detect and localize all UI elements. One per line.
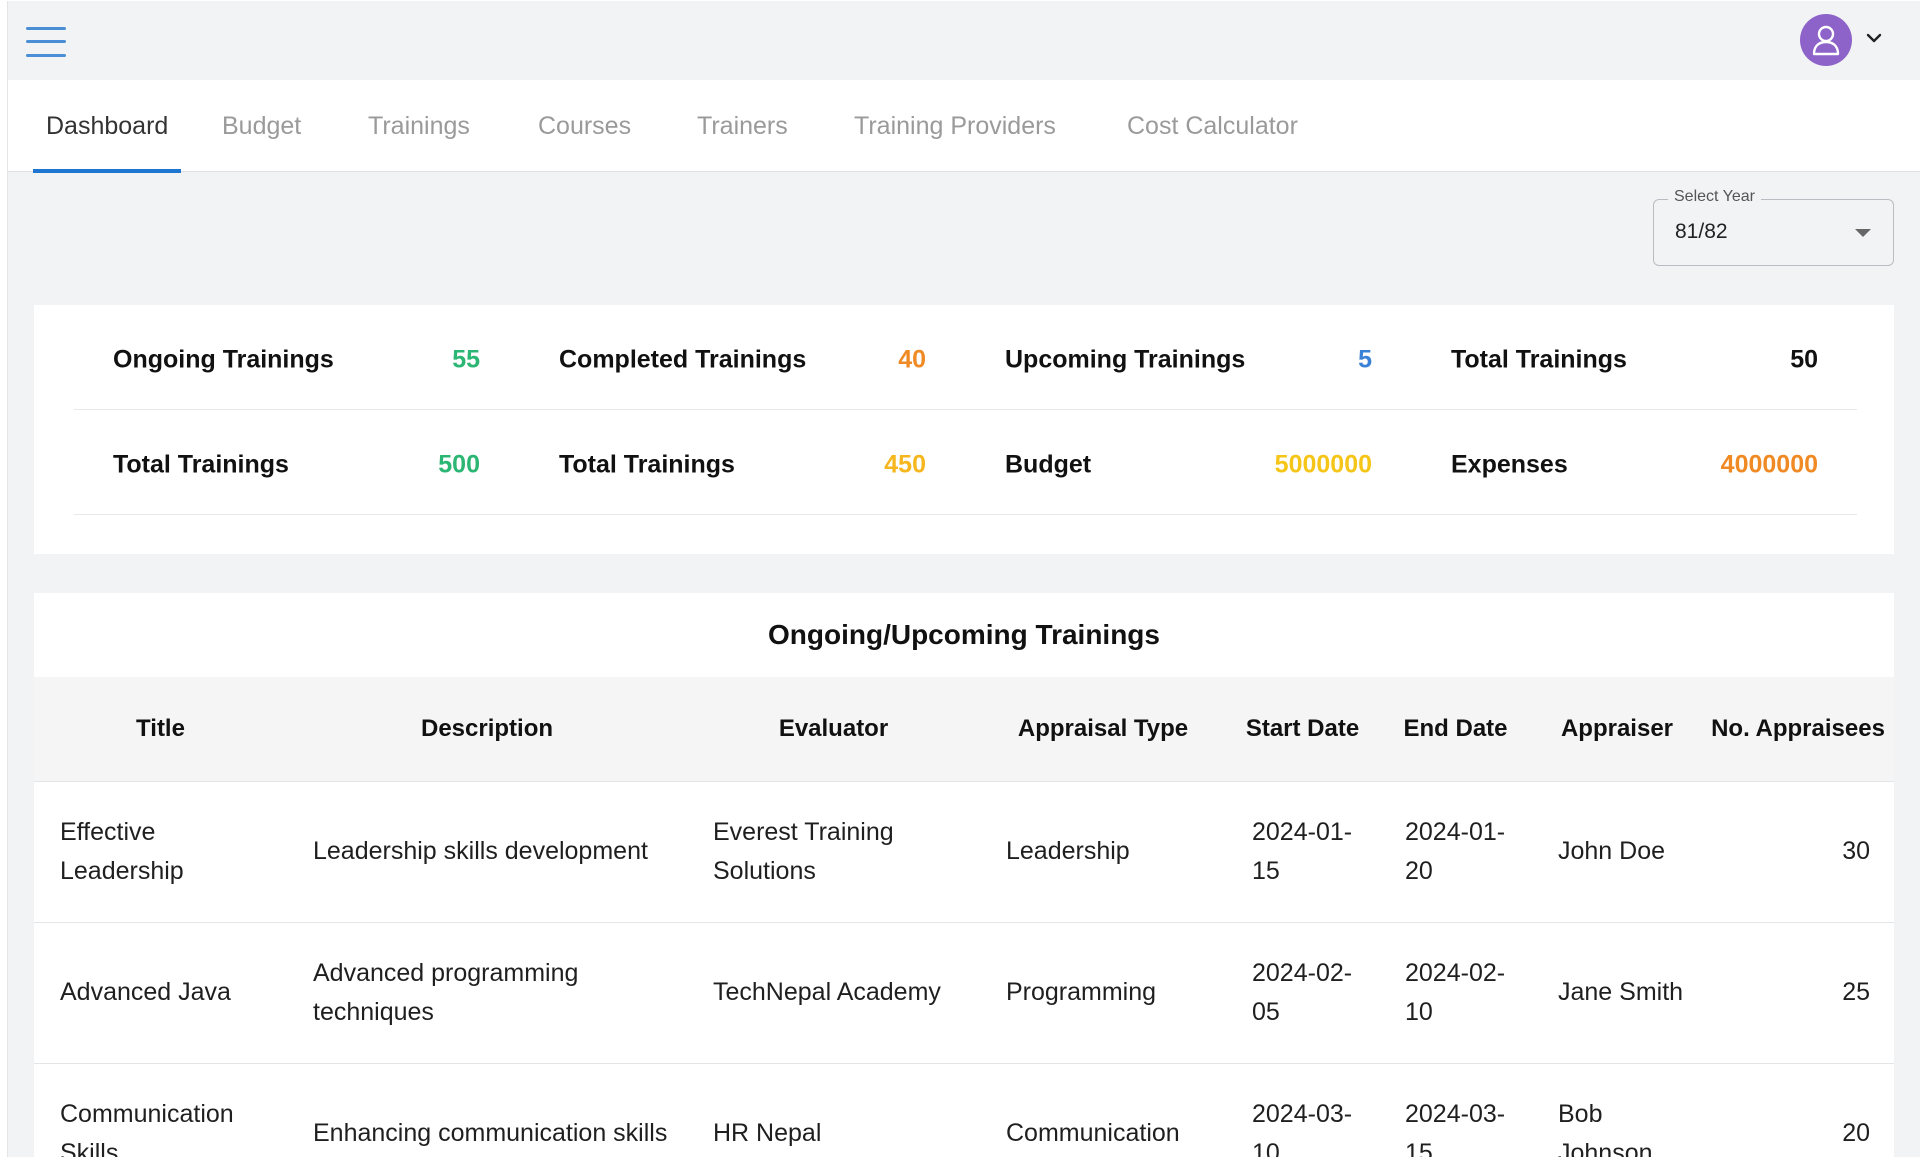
stat-total-trainings: Total Trainings 50 (1412, 305, 1857, 410)
cell-no-appraisees: 25 (1702, 922, 1894, 1064)
select-year-value: 81/82 (1675, 220, 1728, 243)
stat-upcoming-trainings: Upcoming Trainings 5 (966, 305, 1411, 410)
stat-budget: Budget 5000000 (966, 410, 1411, 515)
stat-ongoing-trainings: Ongoing Trainings 55 (74, 305, 519, 410)
stat-label: Total Trainings (113, 450, 289, 479)
stats-row: Total Trainings 500 Total Trainings 450 … (74, 410, 1857, 515)
cell-title: Communication Skills (34, 1063, 287, 1157)
table-title: Ongoing/Upcoming Trainings (768, 619, 1160, 650)
column-header-no-appraisees[interactable]: No. Appraisees (1702, 677, 1894, 782)
cell-no-appraisees: 30 (1702, 781, 1894, 923)
stat-value: 5 (1358, 345, 1372, 374)
table-row[interactable]: Effective Leadership Leadership skills d… (34, 781, 1894, 923)
stat-value: 450 (884, 450, 926, 479)
stat-value: 40 (898, 345, 926, 374)
column-header-appraisal-type[interactable]: Appraisal Type (980, 677, 1226, 782)
tab-trainers[interactable]: Trainers (697, 112, 788, 140)
stat-label: Completed Trainings (559, 345, 807, 374)
stat-label: Total Trainings (1451, 345, 1627, 374)
stats-row: Ongoing Trainings 55 Completed Trainings… (74, 305, 1857, 410)
column-header-appraiser[interactable]: Appraiser (1532, 677, 1702, 782)
column-header-evaluator[interactable]: Evaluator (687, 677, 980, 782)
column-header-end-date[interactable]: End Date (1379, 677, 1532, 782)
tab-training-providers[interactable]: Training Providers (854, 112, 1056, 140)
top-bar (8, 1, 1920, 80)
select-year-dropdown[interactable]: Select Year 81/82 (1653, 188, 1894, 266)
cell-evaluator: HR Nepal (687, 1063, 980, 1157)
stat-label: Budget (1005, 450, 1092, 479)
stat-value: 500 (438, 450, 480, 479)
cell-evaluator: Everest Training Solutions (687, 781, 980, 923)
cell-title: Advanced Java (34, 922, 287, 1064)
table-header-row: Title Description Evaluator Appraisal Ty… (34, 677, 1894, 782)
user-avatar-icon[interactable] (1800, 14, 1852, 66)
cell-end-date: 2024-02-10 (1379, 922, 1532, 1064)
cell-evaluator: TechNepal Academy (687, 922, 980, 1064)
cell-appraiser: John Doe (1532, 781, 1702, 923)
cell-appraisal-type: Programming (980, 922, 1226, 1064)
cell-appraisal-type: Leadership (980, 781, 1226, 923)
cell-appraiser: Jane Smith (1532, 922, 1702, 1064)
stat-completed-trainings: Completed Trainings 40 (520, 305, 965, 410)
cell-appraisal-type: Communication (980, 1063, 1226, 1157)
stat-label: Ongoing Trainings (113, 345, 334, 374)
stat-value: 4000000 (1720, 450, 1818, 479)
stat-total-trainings-500: Total Trainings 500 (74, 410, 519, 515)
dropdown-arrow-icon[interactable] (1855, 229, 1871, 237)
stat-value: 55 (452, 345, 480, 374)
table-row[interactable]: Advanced Java Advanced programming techn… (34, 922, 1894, 1064)
cell-end-date: 2024-03-15 (1379, 1063, 1532, 1157)
cell-appraiser: Bob Johnson (1532, 1063, 1702, 1157)
select-year-label: Select Year (1668, 188, 1761, 206)
chevron-down-icon[interactable] (1866, 32, 1882, 44)
cell-start-date: 2024-02-05 (1226, 922, 1379, 1064)
nav-tabs: Dashboard Budget Trainings Courses Train… (8, 80, 1920, 173)
trainings-table-card: Ongoing/Upcoming Trainings Title Descrip… (34, 593, 1894, 1157)
user-menu[interactable] (1800, 14, 1886, 68)
hamburger-menu-icon[interactable] (26, 27, 66, 57)
column-header-description[interactable]: Description (287, 677, 687, 782)
stats-card: Ongoing Trainings 55 Completed Trainings… (34, 305, 1894, 554)
cell-description: Advanced programming techniques (287, 922, 687, 1064)
tab-trainings[interactable]: Trainings (368, 112, 470, 140)
cell-description: Enhancing communication skills (287, 1063, 687, 1157)
tab-dashboard[interactable]: Dashboard (32, 80, 182, 173)
column-header-start-date[interactable]: Start Date (1226, 677, 1379, 782)
stat-label: Upcoming Trainings (1005, 345, 1246, 374)
stat-label: Total Trainings (559, 450, 735, 479)
cell-start-date: 2024-01-15 (1226, 781, 1379, 923)
app-window: Dashboard Budget Trainings Courses Train… (7, 1, 1920, 1157)
stat-label: Expenses (1451, 450, 1568, 479)
stat-value: 5000000 (1274, 450, 1372, 479)
stat-total-trainings-450: Total Trainings 450 (520, 410, 965, 515)
stat-expenses: Expenses 4000000 (1412, 410, 1857, 515)
tab-budget[interactable]: Budget (222, 112, 302, 140)
tab-cost-calculator[interactable]: Cost Calculator (1127, 112, 1298, 140)
stat-value: 50 (1790, 345, 1818, 374)
table-row[interactable]: Communication Skills Enhancing communica… (34, 1063, 1894, 1157)
cell-description: Leadership skills development (287, 781, 687, 923)
cell-no-appraisees: 20 (1702, 1063, 1894, 1157)
cell-start-date: 2024-03-10 (1226, 1063, 1379, 1157)
tab-courses[interactable]: Courses (538, 112, 632, 140)
trainings-table: Title Description Evaluator Appraisal Ty… (34, 677, 1894, 1157)
column-header-title[interactable]: Title (34, 677, 287, 782)
cell-title: Effective Leadership (34, 781, 287, 923)
cell-end-date: 2024-01-20 (1379, 781, 1532, 923)
